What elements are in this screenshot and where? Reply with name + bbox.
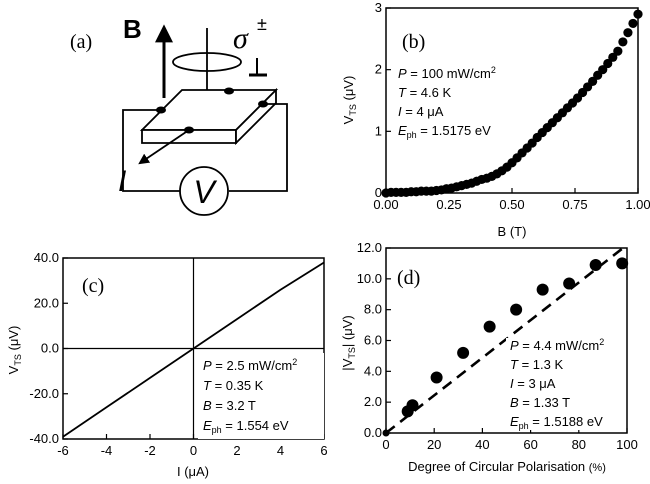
data-point bbox=[603, 58, 613, 69]
voltmeter-icon bbox=[179, 166, 229, 216]
x-tick-label: -2 bbox=[144, 443, 156, 458]
y-tick-label: 3 bbox=[375, 0, 382, 15]
voltmeter-symbol: V bbox=[193, 174, 217, 210]
x-tick-label: -6 bbox=[57, 443, 69, 458]
data-point bbox=[598, 65, 608, 75]
panel-c-label: (c) bbox=[82, 275, 104, 297]
annotation-current: I = 4 μA bbox=[398, 104, 444, 119]
y-tick-label: 2.0 bbox=[364, 394, 382, 409]
annotation-field: B = 1.33 T bbox=[510, 395, 570, 410]
y-axis-label: VTS (μV) bbox=[6, 326, 23, 375]
y-tick-label: 2 bbox=[375, 62, 382, 77]
data-point bbox=[430, 371, 443, 384]
x-axis-label: I (μA) bbox=[177, 464, 209, 479]
circuit-wires bbox=[122, 103, 288, 192]
data-point bbox=[563, 277, 576, 290]
x-tick-label: 2 bbox=[233, 443, 240, 458]
x-axis-label: Degree of Circular Polarisation (%) bbox=[408, 459, 606, 474]
panel-b: 0.00 0.25 0.50 0.75 1.00 0 1 2 3 (b) B (T) VTS (… bbox=[341, 0, 650, 239]
annotation-photon-energy: Eph = 1.554 eV bbox=[203, 418, 289, 435]
y-axis-label: VTS (μV) bbox=[341, 76, 358, 125]
perpendicular-icon bbox=[249, 58, 267, 77]
annotation-field: B = 3.2 T bbox=[203, 398, 256, 413]
current-symbol: I bbox=[118, 165, 126, 198]
data-point bbox=[382, 429, 390, 437]
y-tick-label: 20.0 bbox=[34, 295, 59, 310]
y-tick-label: 40.0 bbox=[34, 250, 59, 265]
panel-d-label: (d) bbox=[397, 267, 420, 289]
y-tick-label: 1 bbox=[375, 123, 382, 138]
panel-a-label: (a) bbox=[70, 31, 92, 53]
x-tick-label: 0.00 bbox=[373, 197, 398, 212]
annotation-power: P = 4.4 mW/cm2 bbox=[510, 337, 604, 353]
annotation-block: P = 100 mW/cm2 T = 4.6 K I = 4 μA Eph = … bbox=[398, 65, 496, 140]
panel-c: -6 -4 -2 0 2 4 6 -40.0 -20.0 0.0 20.0 40.0 (c) I (μ… bbox=[6, 250, 328, 479]
x-tick-label: 0.50 bbox=[499, 197, 524, 212]
x-tick-label: 0.25 bbox=[436, 197, 461, 212]
data-point bbox=[510, 303, 523, 316]
x-tick-label: 60 bbox=[523, 437, 537, 452]
x-tick-label: 0.75 bbox=[562, 197, 587, 212]
annotation-temperature: T = 4.6 K bbox=[398, 85, 451, 100]
data-point bbox=[589, 258, 602, 271]
data-point bbox=[457, 346, 470, 359]
annotation-current: I = 3 μA bbox=[510, 376, 556, 391]
annotation-background bbox=[198, 353, 324, 439]
x-tick-label: 20 bbox=[427, 437, 441, 452]
annotation-photon-energy: Eph = 1.5175 eV bbox=[398, 123, 491, 140]
y-tick-label: -40.0 bbox=[29, 431, 59, 446]
annotation-block: P = 4.4 mW/cm2 T = 1.3 K I = 3 μA B = 1.… bbox=[510, 337, 604, 431]
y-tick-label: 12.0 bbox=[357, 240, 382, 255]
x-tick-label: 0 bbox=[190, 443, 197, 458]
data-point bbox=[613, 46, 623, 56]
annotation-power: P = 100 mW/cm2 bbox=[398, 65, 496, 81]
annotation-temperature: T = 0.35 K bbox=[203, 378, 264, 393]
x-axis-label: B (T) bbox=[498, 224, 527, 239]
data-point bbox=[616, 257, 629, 270]
polarisation-sign: ± bbox=[257, 14, 267, 34]
data-point bbox=[536, 283, 549, 296]
annotation-photon-energy: Eph = 1.5188 eV bbox=[510, 414, 603, 431]
data-point bbox=[628, 18, 638, 29]
y-tick-label: 8.0 bbox=[364, 302, 382, 317]
data-point bbox=[406, 399, 419, 412]
series-line bbox=[62, 261, 325, 438]
panel-b-label: (b) bbox=[402, 31, 425, 53]
y-tick-label: 0.0 bbox=[364, 425, 382, 440]
annotation-temperature: T = 1.3 K bbox=[510, 357, 563, 372]
polarisation-symbol: σ bbox=[233, 22, 249, 55]
y-tick-label: 0 bbox=[375, 185, 382, 200]
x-tick-label: 40 bbox=[475, 437, 489, 452]
data-point bbox=[623, 28, 633, 38]
data-point bbox=[633, 9, 643, 19]
x-tick-label: 4 bbox=[277, 443, 284, 458]
x-tick-label: 80 bbox=[572, 437, 586, 452]
y-axis-label: |VTS| (μV) bbox=[340, 315, 357, 370]
x-tick-label: -4 bbox=[101, 443, 113, 458]
annotation-background bbox=[506, 338, 624, 430]
field-label: B bbox=[123, 14, 142, 44]
panel-a: (a) B σ ± bbox=[70, 14, 288, 216]
y-tick-label: 10.0 bbox=[357, 271, 382, 286]
sample-slab bbox=[139, 87, 279, 146]
data-point bbox=[588, 76, 598, 86]
y-tick-label: -20.0 bbox=[29, 386, 59, 401]
data-point bbox=[608, 52, 618, 62]
x-tick-label: 0 bbox=[382, 437, 389, 452]
y-tick-label: 4.0 bbox=[364, 363, 382, 378]
x-tick-label: 100 bbox=[616, 437, 638, 452]
x-tick-label: 1.00 bbox=[625, 197, 650, 212]
x-tick-label: 6 bbox=[320, 443, 327, 458]
data-point bbox=[618, 37, 628, 47]
data-point bbox=[483, 320, 496, 333]
y-tick-label: 6.0 bbox=[364, 333, 382, 348]
current-arrow-icon bbox=[138, 129, 190, 165]
annotation-power: P = 2.5 mW/cm2 bbox=[203, 357, 297, 373]
y-tick-label: 0.0 bbox=[41, 341, 59, 356]
annotation-block: P = 2.5 mW/cm2 T = 0.35 K B = 3.2 T Eph … bbox=[203, 357, 297, 435]
